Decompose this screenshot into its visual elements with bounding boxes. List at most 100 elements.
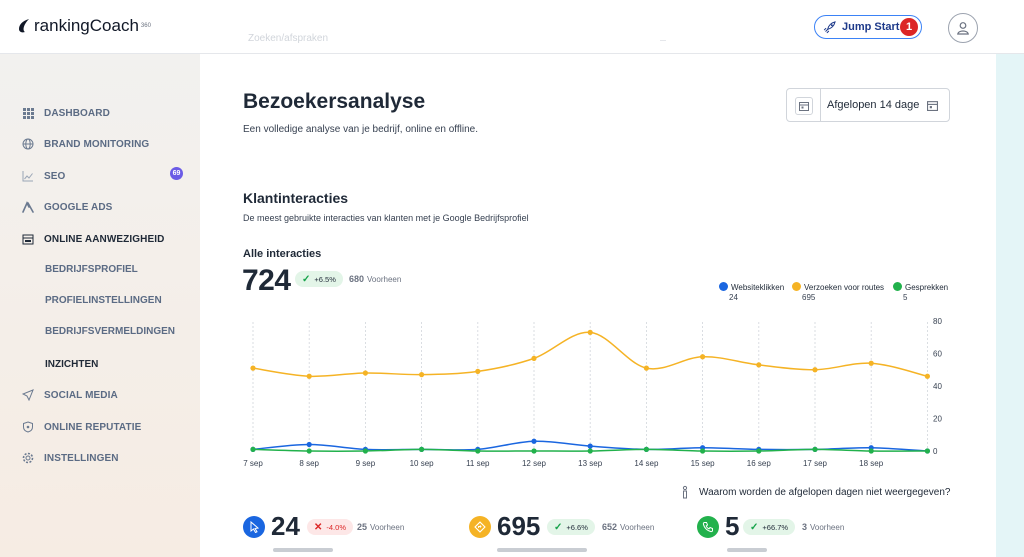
ads-icon [22,201,34,213]
data-point [306,441,312,448]
sidebar-subitem-inzichten[interactable]: INZICHTEN [45,359,99,370]
legend-value: 5 [903,293,908,302]
total-previous-value: 680 [349,274,365,284]
data-point [531,438,537,444]
rocket-icon [823,20,836,33]
sidebar-item-label: ONLINE REPUTATIE [44,421,142,433]
faded-divider [660,40,666,41]
grid-icon [22,107,34,119]
data-point [362,370,368,376]
user-menu-button[interactable] [948,13,978,43]
legend-item-verzoeken-voor-routes[interactable]: Verzoeken voor routes 695 [792,282,885,302]
date-range-picker[interactable]: Afgelopen 14 dagen [786,88,950,122]
kpi-previous-gesprekken: 3 Voorheen [802,522,844,532]
legend-name: Websiteklikken [731,283,785,292]
kpi-label-cut [727,548,767,552]
check-icon: ✓ [302,273,311,285]
faded-search-text: Zoeken/afspraken [248,33,329,44]
calendar-icon[interactable] [925,98,939,112]
page-subtitle: Een volledige analyse van je bedrijf, on… [243,124,478,135]
kpi-change-value: +66.7% [762,522,789,532]
top-bar: rankingCoach 360 Zoeken/afspraken Jump St… [0,0,1024,54]
directions-icon [469,516,491,538]
data-point [812,367,818,373]
data-point [643,446,649,452]
sidebar-item-label: SEO [44,170,66,182]
jump-start-button[interactable]: Jump Start 1 [814,15,922,39]
all-interactions-label: Alle interacties [243,248,322,260]
brand-sup: 360 [140,23,151,29]
kpi-previous-routes: 652 Voorheen [602,522,654,532]
cursor-icon [243,516,265,538]
x-tick-label: 10 sep [410,459,435,468]
y-tick-label: 20 [933,415,942,424]
check-icon: ✓ [554,521,563,533]
gear-icon [22,452,34,464]
legend-item-gesprekken[interactable]: Gesprekken 5 [893,282,948,302]
chart-line-icon [22,170,34,182]
sidebar-item-brand-monitoring[interactable]: BRAND MONITORING [22,138,149,150]
cross-icon: ✕ [314,521,323,533]
right-edge-strip [996,54,1024,557]
x-tick-label: 13 sep [578,459,603,468]
kpi-change-websiteklikken: ✕ -4.0% [307,519,353,535]
user-icon [957,22,969,35]
kpi-value-routes: 695 [497,511,541,541]
sidebar-subitem-bedrijfsprofiel[interactable]: BEDRIJFSPROFIEL [45,264,138,275]
data-point [475,368,481,374]
x-tick-label: 8 sep [299,459,319,468]
kpi-value-gesprekken: 5 [725,511,740,541]
send-icon [22,389,34,401]
data-point [700,354,706,360]
sidebar-item-label: BRAND MONITORING [44,138,150,150]
calendar-icon[interactable] [795,97,813,115]
brand-logo[interactable]: rankingCoach 360 [18,16,151,36]
x-tick-label: 12 sep [522,459,547,468]
data-point [419,372,425,378]
legend-name: Verzoeken voor routes [804,283,885,292]
data-point [250,365,256,371]
sidebar-item-label: DASHBOARD [44,107,110,119]
data-point [306,373,312,379]
sidebar-item-dashboard[interactable]: DASHBOARD [22,107,110,119]
kpi-previous-label: Voorheen [620,523,655,532]
info-icon [682,485,688,499]
x-tick-label: 11 sep [466,459,490,468]
jump-start-badge: 1 [900,18,918,36]
data-point [756,362,762,368]
sidebar-item-social-media[interactable]: SOCIAL MEDIA [22,389,118,401]
phone-icon [697,516,719,538]
data-point [531,355,537,361]
section-title: Klantinteracties [243,190,349,206]
data-point [868,360,874,366]
data-point [419,446,425,452]
hidden-days-info[interactable]: Waarom worden de afgelopen dagen niet we… [679,485,950,499]
sidebar-item-online-aanwezigheid[interactable]: ONLINE AANWEZIGHEID [22,233,164,245]
data-point [812,446,818,452]
y-tick-label: 60 [933,350,942,359]
kpi-change-value: -4.0% [326,522,346,532]
sidebar-item-online-reputatie[interactable]: ONLINE REPUTATIE [22,421,141,433]
sidebar-item-label: INSTELLINGEN [44,452,119,464]
storefront-icon [22,233,34,245]
x-tick-label: 9 sep [356,459,376,468]
data-point [362,448,368,454]
legend-item-websiteklikken[interactable]: Websiteklikken 24 [719,282,785,302]
shield-icon [22,421,34,433]
sidebar-item-seo[interactable]: SEO [22,170,65,182]
sidebar-subitem-profielinstellingen[interactable]: PROFIELINSTELLINGEN [45,295,162,306]
sidebar-subitem-bedrijfsvermeldingen[interactable]: BEDRIJFSVERMELDINGEN [45,326,176,337]
logo-mark-icon [19,19,29,33]
kpi-previous-label: Voorheen [810,523,845,532]
date-range-value: Afgelopen 14 dagen [827,99,919,111]
y-tick-label: 0 [933,447,938,456]
data-point [700,448,706,454]
total-change-badge: ✓ +6.5% [295,271,343,287]
page-title: Bezoekersanalyse [243,90,426,113]
data-point [475,448,481,454]
x-tick-label: 7 sep [243,459,263,468]
x-tick-label: 14 sep [634,459,659,468]
sidebar-item-instellingen[interactable]: INSTELLINGEN [22,452,119,464]
sidebar-item-google-ads[interactable]: GOOGLE ADS [22,201,112,213]
y-tick-label: 40 [933,382,942,391]
